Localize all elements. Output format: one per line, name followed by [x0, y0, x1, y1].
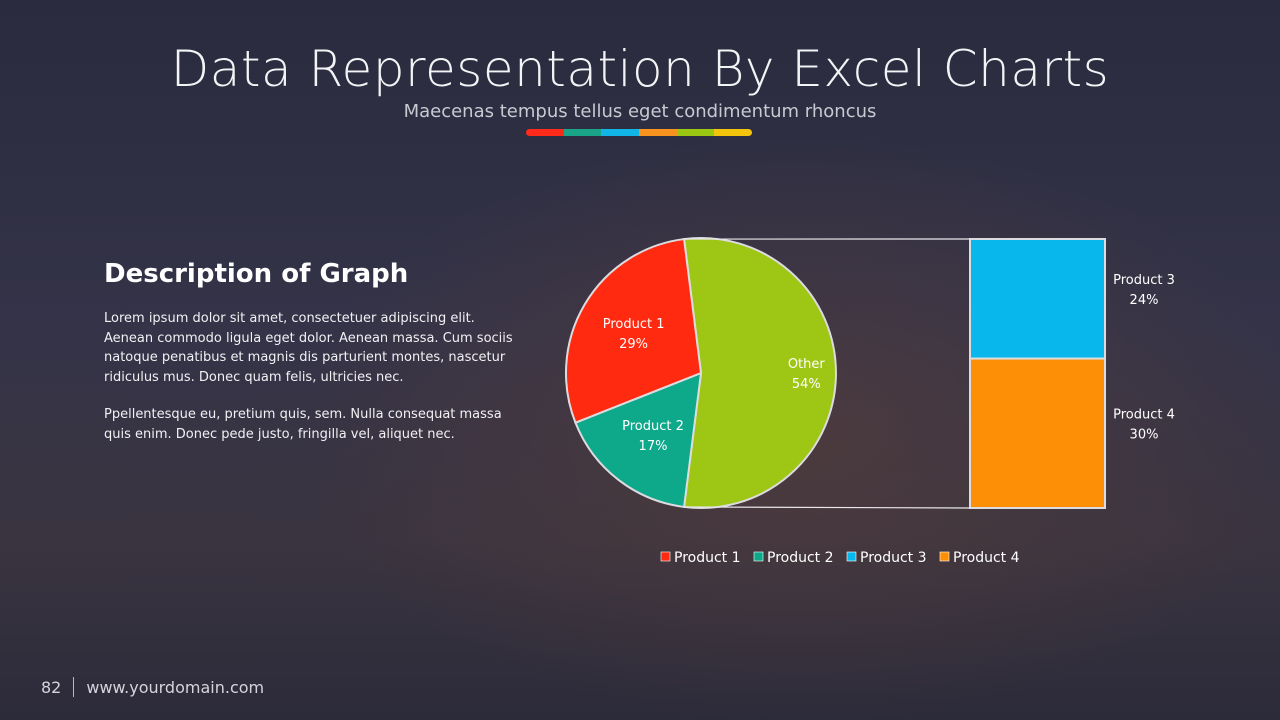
- legend-swatch: [660, 551, 671, 562]
- accent-color-segment: [526, 129, 564, 136]
- description-paragraph-1: Lorem ipsum dolor sit amet, consectetuer…: [104, 311, 513, 385]
- bar-data-label: Product 4 30%: [1113, 407, 1175, 442]
- legend-swatch: [939, 551, 950, 562]
- footer-divider: [73, 677, 75, 697]
- legend-label: Product 2: [767, 550, 834, 566]
- accent-color-segment: [639, 129, 677, 136]
- page-number: 82: [41, 677, 62, 697]
- legend-label: Product 1: [674, 550, 741, 566]
- legend-label: Product 4: [953, 550, 1020, 566]
- footer-website-link[interactable]: www.yourdomain.com: [86, 677, 265, 697]
- pie-slice: [682, 237, 837, 509]
- accent-color-segment: [714, 129, 752, 136]
- slide-subtitle: Maecenas tempus tellus eget condimentum …: [403, 101, 877, 122]
- pie-slice: [574, 371, 703, 509]
- accent-color-segment: [601, 129, 640, 136]
- description-paragraph-2: Ppellentesque eu, pretium quis, sem. Nul…: [104, 407, 502, 442]
- pie-data-label: Other 54%: [788, 357, 826, 392]
- accent-color-bar: [526, 129, 752, 136]
- pie-slice: [565, 237, 703, 424]
- legend-swatch: [753, 551, 764, 562]
- legend-swatch: [846, 551, 857, 562]
- bar-data-label: Product 3 24%: [1113, 273, 1175, 308]
- accent-color-segment: [563, 129, 602, 136]
- footer: 82 www.yourdomain.com: [41, 677, 264, 697]
- pie-data-label: Product 2 17%: [622, 419, 684, 454]
- description-heading: Description of Graph: [104, 259, 409, 289]
- connector-line: [684, 506, 971, 509]
- bar-segment: [969, 357, 1106, 509]
- bar-segment: [969, 238, 1106, 360]
- legend-label: Product 3: [860, 550, 927, 566]
- slide-title: Data Representation By Excel Charts: [170, 40, 1110, 98]
- pie-data-label: Product 1 29%: [603, 317, 665, 352]
- accent-color-segment: [676, 129, 715, 136]
